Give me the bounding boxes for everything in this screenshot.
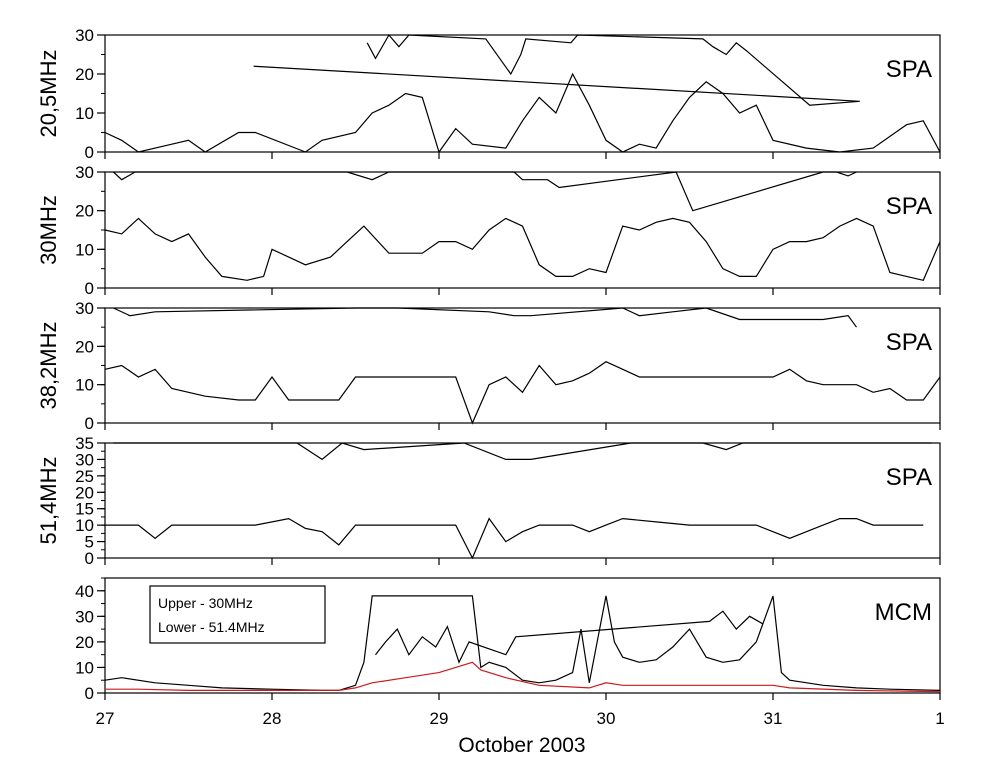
y-tick-label: 20 xyxy=(75,337,94,356)
y-tick-label: 0 xyxy=(85,684,94,703)
panel-label: SPA xyxy=(886,329,932,356)
panel-2: 0 10 20 30 SPA 30MHz xyxy=(36,163,941,298)
y-tick-label: 10 xyxy=(75,104,94,123)
panel-frame xyxy=(104,577,941,694)
panel-frame xyxy=(104,171,941,289)
x-tick-label: 30 xyxy=(597,709,616,728)
legend-box xyxy=(149,585,326,644)
y-tick-label: 10 xyxy=(75,658,94,677)
x-axis-title: October 2003 xyxy=(458,734,585,757)
panel-frame xyxy=(104,34,941,153)
series-line-2 xyxy=(112,171,857,212)
y-tick-label: 0 xyxy=(85,414,94,433)
panel-label: MCM xyxy=(875,599,932,626)
series-line-3 xyxy=(105,661,941,693)
y-tick-label: 20 xyxy=(75,65,94,84)
y-tick-label: 30 xyxy=(75,163,94,182)
y-tick-label: 20 xyxy=(75,633,94,652)
series-line-1 xyxy=(104,72,941,154)
y-axis-label: 38,2MHz xyxy=(36,321,61,409)
x-tick-label: 27 xyxy=(96,709,115,728)
panel-frame xyxy=(104,307,941,424)
panel-5: 0 10 20 30 40 MCM Upper - 30MHz Lower - 51.4MHz xyxy=(75,577,941,703)
panel-3: 0 10 20 30 SPA 38,2MHz xyxy=(36,299,941,433)
y-axis-label: 30MHz xyxy=(36,195,61,265)
y-tick-label: 20 xyxy=(75,202,94,221)
x-tick-label: 29 xyxy=(430,709,449,728)
y-tick-label: 30 xyxy=(75,607,94,626)
y-tick-label: 10 xyxy=(75,240,94,259)
y-tick-label: 15 xyxy=(75,500,94,519)
x-tick-label: 31 xyxy=(764,709,783,728)
series-line-2 xyxy=(113,307,857,328)
panels-group: 0 10 20 30 SPA 20,5MHz 0 10 20 30 SPA 30MHz 0 10 20 30 S… xyxy=(36,26,941,703)
panel-frame xyxy=(104,442,941,559)
y-tick-label: 0 xyxy=(85,549,94,568)
y-axis-label: 20,5MHz xyxy=(36,49,61,137)
y-tick-label: 30 xyxy=(75,299,94,318)
panel-label: SPA xyxy=(886,193,932,220)
series-line-1 xyxy=(104,217,941,281)
y-tick-label: 0 xyxy=(85,279,94,298)
series-line-2 xyxy=(113,442,932,461)
y-tick-label: 0 xyxy=(85,143,94,162)
series-line-2 xyxy=(253,33,860,106)
y-tick-label: 40 xyxy=(75,582,94,601)
panel-1: 0 10 20 30 SPA 20,5MHz xyxy=(36,26,941,162)
legend-entry: Upper - 30MHz xyxy=(158,595,253,611)
series-line-1 xyxy=(104,361,941,425)
y-tick-label: 30 xyxy=(75,26,94,45)
y-tick-label: 5 xyxy=(85,533,94,552)
series-line-2 xyxy=(375,610,764,664)
y-tick-label: 25 xyxy=(75,467,94,486)
panel-label: SPA xyxy=(886,56,932,83)
x-tick-label: 28 xyxy=(263,709,282,728)
x-axis: 27 28 29 30 31 1 xyxy=(96,709,945,728)
y-tick-label: 20 xyxy=(75,483,94,502)
y-tick-label: 10 xyxy=(75,516,94,535)
x-tick-label: 1 xyxy=(935,709,944,728)
series-line-1 xyxy=(105,517,924,560)
panel-label: SPA xyxy=(886,464,932,491)
legend-entry: Lower - 51.4MHz xyxy=(158,619,265,635)
y-tick-label: 10 xyxy=(75,376,94,395)
y-tick-label: 35 xyxy=(75,434,94,453)
y-tick-label: 30 xyxy=(75,450,94,469)
y-axis-label: 51,4MHz xyxy=(36,456,61,544)
